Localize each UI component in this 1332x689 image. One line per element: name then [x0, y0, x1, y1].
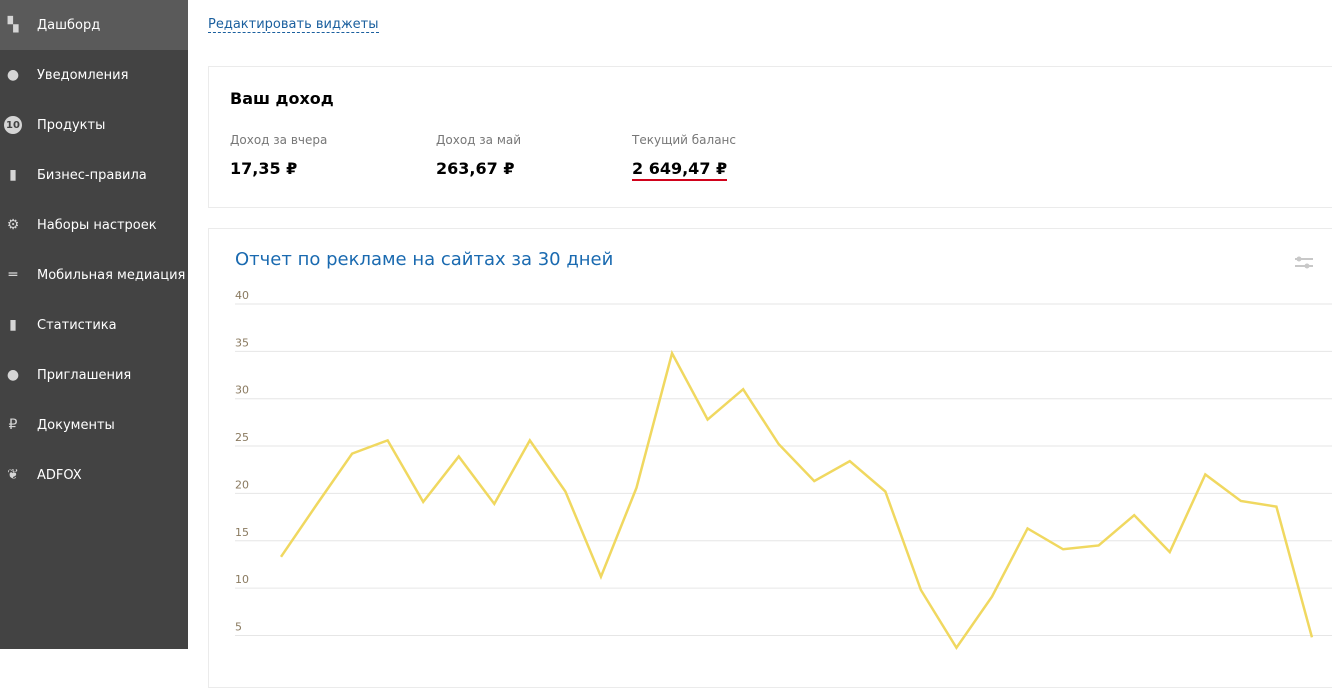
stat-label: Доход за вчера: [230, 133, 328, 147]
data-point[interactable]: [275, 551, 287, 563]
data-point[interactable]: [559, 486, 571, 498]
stat-balance: Текущий баланс 2 649,47 ₽: [632, 133, 736, 181]
report-title[interactable]: Отчет по рекламе на сайтах за 30 дней: [235, 249, 614, 270]
stat-value: 17,35 ₽: [230, 159, 298, 178]
data-point[interactable]: [488, 498, 500, 510]
stat-yesterday: Доход за вчера 17,35 ₽: [230, 133, 327, 178]
sidebar-item-6[interactable]: ▮ Статистика: [0, 300, 188, 350]
data-point[interactable]: [879, 486, 891, 498]
data-point[interactable]: [1270, 501, 1282, 513]
data-point[interactable]: [1022, 522, 1034, 534]
y-tick-label: 30: [235, 384, 249, 397]
data-point[interactable]: [808, 475, 820, 487]
y-tick-label: 25: [235, 431, 249, 444]
sidebar-item-label: Дашборд: [37, 17, 101, 33]
y-tick-label: 35: [235, 336, 249, 349]
sidebar-item-label: Документы: [37, 417, 115, 433]
line-chart: 5 10 15 20 25 30 35 40: [235, 289, 1332, 654]
sidebar-item-9[interactable]: ❦ ADFOX: [0, 450, 188, 500]
income-title: Ваш доход: [230, 89, 334, 108]
income-widget: Ваш доход Доход за вчера 17,35 ₽ Доход з…: [208, 66, 1332, 208]
add-user-icon: ●: [6, 367, 20, 383]
stat-value: 263,67 ₽: [436, 159, 515, 178]
data-point[interactable]: [1164, 546, 1176, 558]
sidebar-item-2[interactable]: 10 Продукты: [0, 100, 188, 150]
data-point[interactable]: [986, 591, 998, 603]
data-point[interactable]: [1306, 631, 1318, 643]
data-point[interactable]: [382, 434, 394, 446]
data-point[interactable]: [1235, 495, 1247, 507]
data-point[interactable]: [702, 414, 714, 426]
y-tick-label: 5: [235, 620, 242, 633]
y-tick-label: 10: [235, 573, 249, 586]
stat-label: Доход за май: [436, 133, 522, 147]
data-point[interactable]: [1057, 543, 1069, 555]
sidebar-item-0[interactable]: ▚ Дашборд: [0, 0, 188, 50]
sidebar-item-label: Наборы настроек: [37, 217, 157, 233]
sidebar-item-4[interactable]: ⚙ Наборы настроек: [0, 200, 188, 250]
y-tick-label: 20: [235, 478, 249, 491]
stat-month: Доход за май 263,67 ₽: [436, 133, 521, 178]
document-check-icon: ▮: [9, 167, 17, 183]
data-point[interactable]: [1128, 509, 1140, 521]
sidebar-item-label: Приглашения: [37, 367, 132, 383]
sidebar-item-8[interactable]: ₽ Документы: [0, 400, 188, 450]
bar-chart-icon: ▮: [9, 317, 17, 333]
sidebar-item-7[interactable]: ● Приглашения: [0, 350, 188, 400]
data-point[interactable]: [1199, 468, 1211, 480]
stat-value[interactable]: 2 649,47 ₽: [632, 159, 728, 181]
ruble-document-icon: ₽: [8, 417, 18, 433]
data-point[interactable]: [524, 434, 536, 446]
dashboard-icon: ▚: [7, 17, 19, 33]
sidebar-item-label: ADFOX: [37, 467, 82, 483]
sidebar: ▚ Дашборд ● Уведомления 10 Продукты ▮ Бизнес-пр…: [0, 0, 188, 649]
adfox-leaf-icon: ❦: [7, 467, 19, 483]
data-point[interactable]: [1093, 539, 1105, 551]
sidebar-item-1[interactable]: ● Уведомления: [0, 50, 188, 100]
edit-widgets-link[interactable]: Редактировать виджеты: [208, 17, 379, 33]
lightbulb-icon: ●: [6, 67, 20, 83]
data-point[interactable]: [311, 499, 323, 511]
data-point[interactable]: [346, 448, 358, 460]
y-tick-label: 40: [235, 289, 249, 302]
data-point[interactable]: [417, 496, 429, 508]
filter-sliders-icon[interactable]: [1295, 255, 1313, 274]
data-point[interactable]: [737, 383, 749, 395]
y-tick-label: 15: [235, 526, 249, 539]
data-point[interactable]: [844, 455, 856, 467]
data-point[interactable]: [666, 347, 678, 359]
data-point[interactable]: [915, 584, 927, 596]
settings-gear-icon: ⚙: [6, 217, 20, 233]
sidebar-item-label: Продукты: [37, 117, 106, 133]
products-10-icon: 10: [4, 116, 22, 134]
mediation-icon: ═: [8, 267, 18, 283]
data-point[interactable]: [595, 571, 607, 583]
sidebar-item-5[interactable]: ═ Мобильная медиация: [0, 250, 188, 300]
sidebar-item-3[interactable]: ▮ Бизнес-правила: [0, 150, 188, 200]
stat-label: Текущий баланс: [632, 133, 736, 147]
data-point[interactable]: [453, 450, 465, 462]
sidebar-item-label: Мобильная медиация: [37, 267, 186, 283]
data-point[interactable]: [950, 642, 962, 654]
data-point[interactable]: [773, 438, 785, 450]
series-line: [279, 349, 1314, 651]
sidebar-item-label: Уведомления: [37, 67, 129, 83]
report-widget: 5 10 15 20 25 30 35 40 Отчет по рекламе на сайт…: [208, 228, 1332, 688]
sidebar-item-label: Статистика: [37, 317, 117, 333]
data-point[interactable]: [631, 482, 643, 494]
sidebar-item-label: Бизнес-правила: [37, 167, 147, 183]
